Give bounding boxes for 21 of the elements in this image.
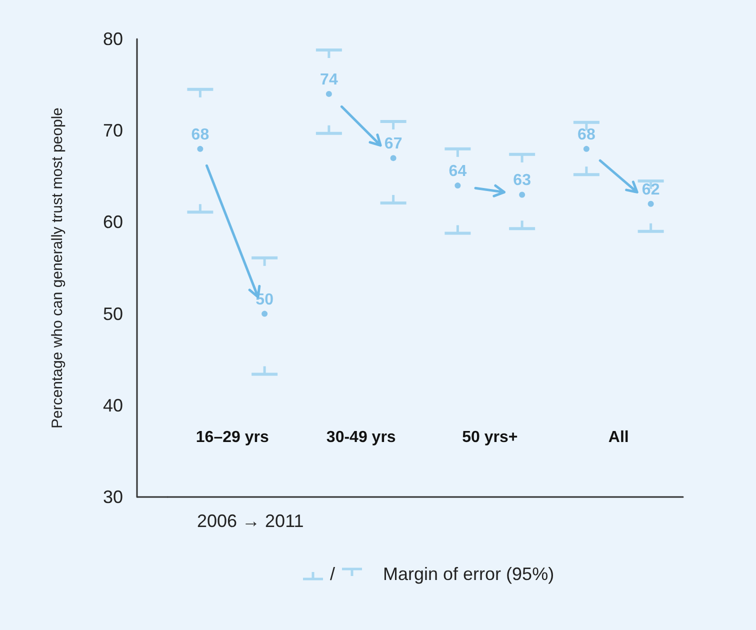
- annotation: All: [608, 429, 629, 447]
- annotation: 30-49 yrs: [326, 429, 396, 447]
- y-axis-title: Percentage who can generally trust most people: [49, 107, 66, 429]
- y-tick-label: 50: [102, 304, 123, 324]
- data-label: 67: [384, 136, 402, 153]
- annotation: 50 yrs+: [462, 429, 518, 447]
- y-tick-label: 60: [102, 212, 123, 232]
- text: 2006 → 2011: [197, 511, 304, 532]
- text: Margin of error (95%): [383, 564, 554, 584]
- y-tick-label: 40: [102, 395, 123, 416]
- data-label: 62: [642, 181, 660, 198]
- y-tick-label: 30: [102, 487, 123, 507]
- annotation: 16–29 yrs: [196, 429, 269, 447]
- y-tick-label: 80: [102, 29, 123, 49]
- data-label: 74: [320, 71, 338, 88]
- y-tick-label: 70: [102, 120, 123, 141]
- data-label: 68: [578, 126, 596, 144]
- data-label: 68: [191, 126, 210, 144]
- text: /: [330, 564, 336, 584]
- data-label: 63: [513, 172, 532, 190]
- data-label: 64: [448, 163, 467, 180]
